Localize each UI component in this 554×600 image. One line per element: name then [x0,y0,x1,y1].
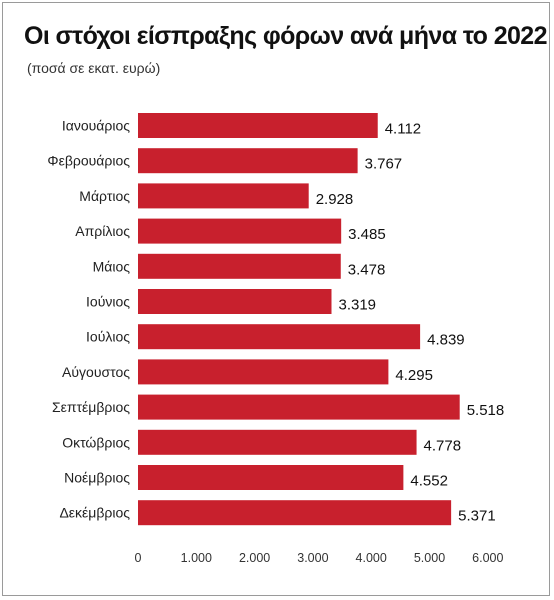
value-label: 4.552 [410,473,448,490]
category-label: Φεβρουάριος [47,153,130,169]
bar [138,113,378,138]
x-axis-ticks: 0 1.000 2.000 3.000 4.000 5.000 6.000 [135,551,504,565]
chart-subtitle: (ποσά σε εκατ. ευρώ) [27,60,161,76]
x-tick-label: 6.000 [472,551,503,565]
value-label: 3.485 [348,226,386,243]
bar [138,465,404,490]
x-tick-label: 4.000 [356,551,387,565]
bar [138,324,421,350]
value-label: 3.478 [348,261,386,278]
category-label: Μάρτιος [79,188,130,204]
value-label: 4.839 [427,332,465,349]
value-labels: 4.112 3.767 2.928 3.485 3.478 3.319 4.839 4.295… [316,121,505,525]
value-label: 5.518 [467,402,505,419]
bar [138,394,460,420]
value-label: 5.371 [458,508,496,525]
value-label: 4.778 [424,437,462,454]
value-label: 3.767 [365,156,403,173]
value-label: 2.928 [316,191,354,208]
bar [138,148,358,174]
category-label: Ιούλιος [86,329,130,345]
bar [138,253,341,279]
category-label: Ιανουάριος [62,118,130,134]
chart-title: Οι στόχοι είσπραξης φόρων ανά μήνα το 20… [24,22,548,50]
x-tick-label: 5.000 [414,551,445,565]
category-label: Μάιος [93,258,131,274]
value-label: 3.319 [338,297,376,314]
category-label: Σεπτέμβριος [52,399,130,415]
value-label: 4.295 [395,367,433,384]
value-label: 4.112 [385,121,421,138]
bar [138,429,417,455]
bar [138,218,342,244]
bars [138,113,460,526]
bar [138,289,332,314]
bar [138,500,452,526]
bar [138,359,389,385]
category-labels: Ιανουάριος Φεβρουάριος Μάρτιος Απρίλιος Μάιο… [47,118,130,521]
category-label: Οκτώβριος [62,434,130,450]
bar [138,183,309,209]
category-label: Νοέμβριος [64,470,130,486]
x-tick-label: 1.000 [181,551,212,565]
x-tick-label: 0 [135,551,142,565]
category-label: Αύγουστος [62,364,130,380]
category-label: Δεκέμβριος [59,505,130,521]
x-tick-label: 2.000 [239,551,270,565]
category-label: Ιούνιος [86,294,130,310]
x-tick-label: 3.000 [297,551,328,565]
category-label: Απρίλιος [75,223,130,239]
